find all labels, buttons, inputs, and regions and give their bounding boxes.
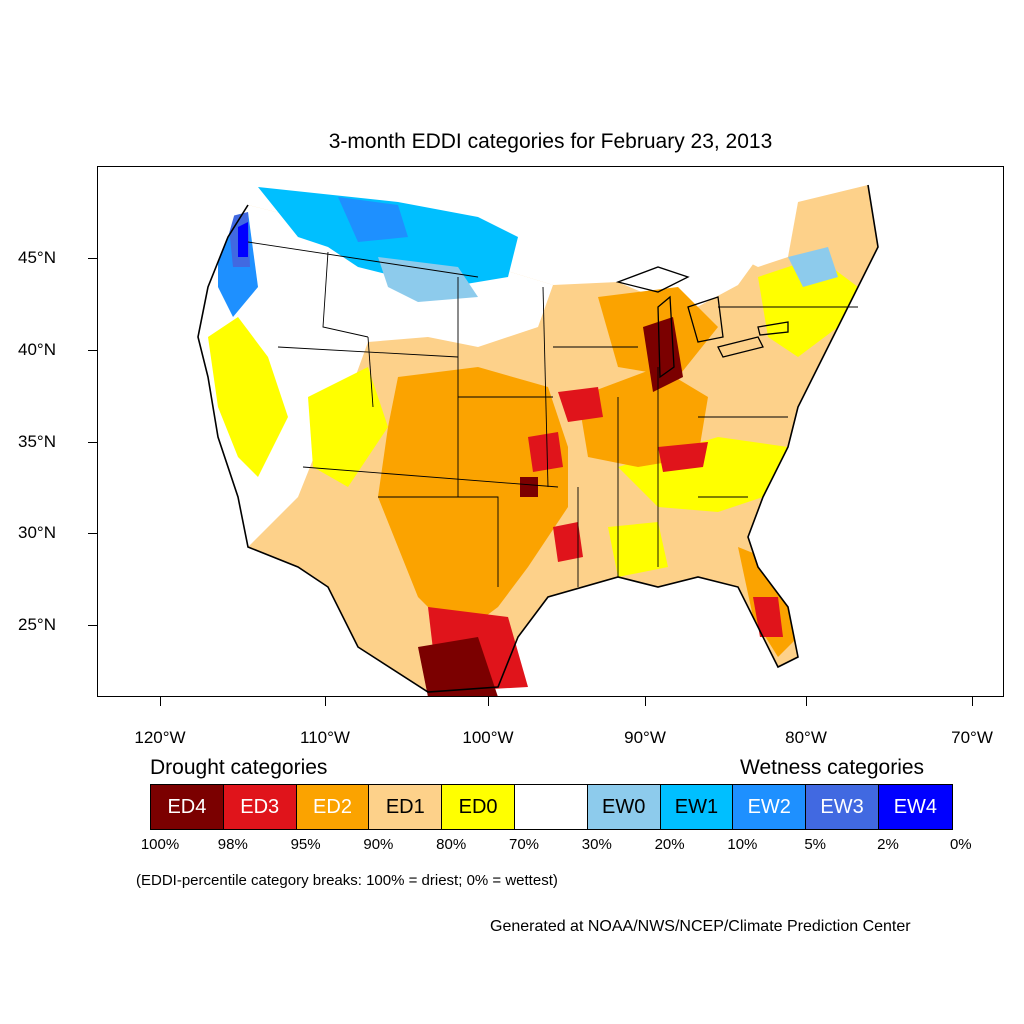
legend-box-ed2: ED2 (296, 785, 370, 829)
eddi-map (97, 166, 1004, 697)
break-label: 100% (140, 836, 180, 853)
normal-region-northeast (698, 197, 798, 267)
ed2-midwest (578, 367, 708, 467)
category-legend: ED4 ED3 ED2 ED1 ED0 EW0 EW1 EW2 EW3 EW4 (150, 784, 953, 830)
lat-tick-25 (88, 625, 97, 626)
legend-box-ew0: EW0 (587, 785, 661, 829)
breaks-note: (EDDI-percentile category breaks: 100% =… (136, 872, 558, 889)
break-label: 90% (363, 836, 394, 853)
ed0-rockies (308, 367, 388, 487)
ed2-plains (378, 367, 568, 637)
map-title: 3-month EDDI categories for February 23,… (328, 130, 773, 153)
lon-tick-120 (160, 697, 161, 706)
ed3-iowa (558, 387, 603, 422)
drought-heading: Drought categories (150, 756, 328, 779)
credit-line: Generated at NOAA/NWS/NCEP/Climate Predi… (490, 918, 911, 935)
ed3-kansas (528, 432, 563, 472)
legend-box-ed1: ED1 (369, 785, 443, 829)
ed4-michigan (643, 317, 683, 392)
atlantic-mask (748, 168, 1003, 696)
break-label: 0% (949, 836, 972, 853)
lat-tick-35 (88, 442, 97, 443)
lon-tick-100 (488, 697, 489, 706)
ed3-florida (753, 597, 783, 637)
legend-box-ed3: ED3 (223, 785, 297, 829)
lat-label-35: 35°N (18, 432, 56, 451)
lon-tick-70 (972, 697, 973, 706)
legend-box-normal (514, 785, 588, 829)
break-label: 2% (877, 836, 899, 853)
lon-label-120: 120°W (134, 728, 186, 747)
lon-label-100: 100°W (462, 728, 514, 747)
ed0-gulf (608, 522, 668, 577)
legend-box-ed4: ED4 (151, 785, 224, 829)
ed4-mexico (418, 637, 498, 696)
great-lakes (615, 266, 789, 379)
lon-label-70: 70°W (951, 728, 993, 747)
break-label: 10% (727, 836, 758, 853)
ew0-north (378, 257, 478, 302)
ew4-washington (238, 222, 248, 257)
legend-box-ew1: EW1 (660, 785, 734, 829)
break-label: 98% (217, 836, 248, 853)
pacific-mask (98, 167, 427, 696)
break-label: 95% (290, 836, 321, 853)
legend-box-ew4: EW4 (878, 785, 952, 829)
lon-label-90: 90°W (624, 728, 666, 747)
break-label: 80% (436, 836, 467, 853)
break-label: 5% (804, 836, 827, 853)
legend-box-ew2: EW2 (733, 785, 807, 829)
lat-tick-40 (88, 350, 97, 351)
coastline (197, 184, 879, 693)
legend-box-ed0: ED0 (442, 785, 515, 829)
lat-tick-45 (88, 258, 97, 259)
ed3-kentucky (658, 442, 708, 472)
break-label: 20% (654, 836, 685, 853)
state-borders (247, 241, 858, 587)
lon-tick-80 (806, 697, 807, 706)
legend-box-ew3: EW3 (806, 785, 879, 829)
ew2-montana (338, 197, 408, 242)
lat-label-45: 45°N (18, 248, 56, 267)
lat-label-30: 30°N (18, 523, 56, 542)
ew0-northeast (788, 247, 838, 287)
lat-label-25: 25°N (18, 615, 56, 634)
break-label: 70% (508, 836, 540, 853)
lon-label-110: 110°W (300, 728, 350, 747)
lat-tick-30 (88, 533, 97, 534)
lat-label-40: 40°N (18, 340, 56, 359)
ed4-oklahoma (520, 477, 538, 497)
lon-tick-90 (645, 697, 646, 706)
break-label: 30% (581, 836, 612, 853)
lon-label-80: 80°W (785, 728, 827, 747)
wetness-heading: Wetness categories (740, 756, 925, 779)
lon-tick-110 (325, 697, 326, 706)
ed3-arkansas (553, 522, 583, 562)
ed0-west (208, 317, 288, 477)
